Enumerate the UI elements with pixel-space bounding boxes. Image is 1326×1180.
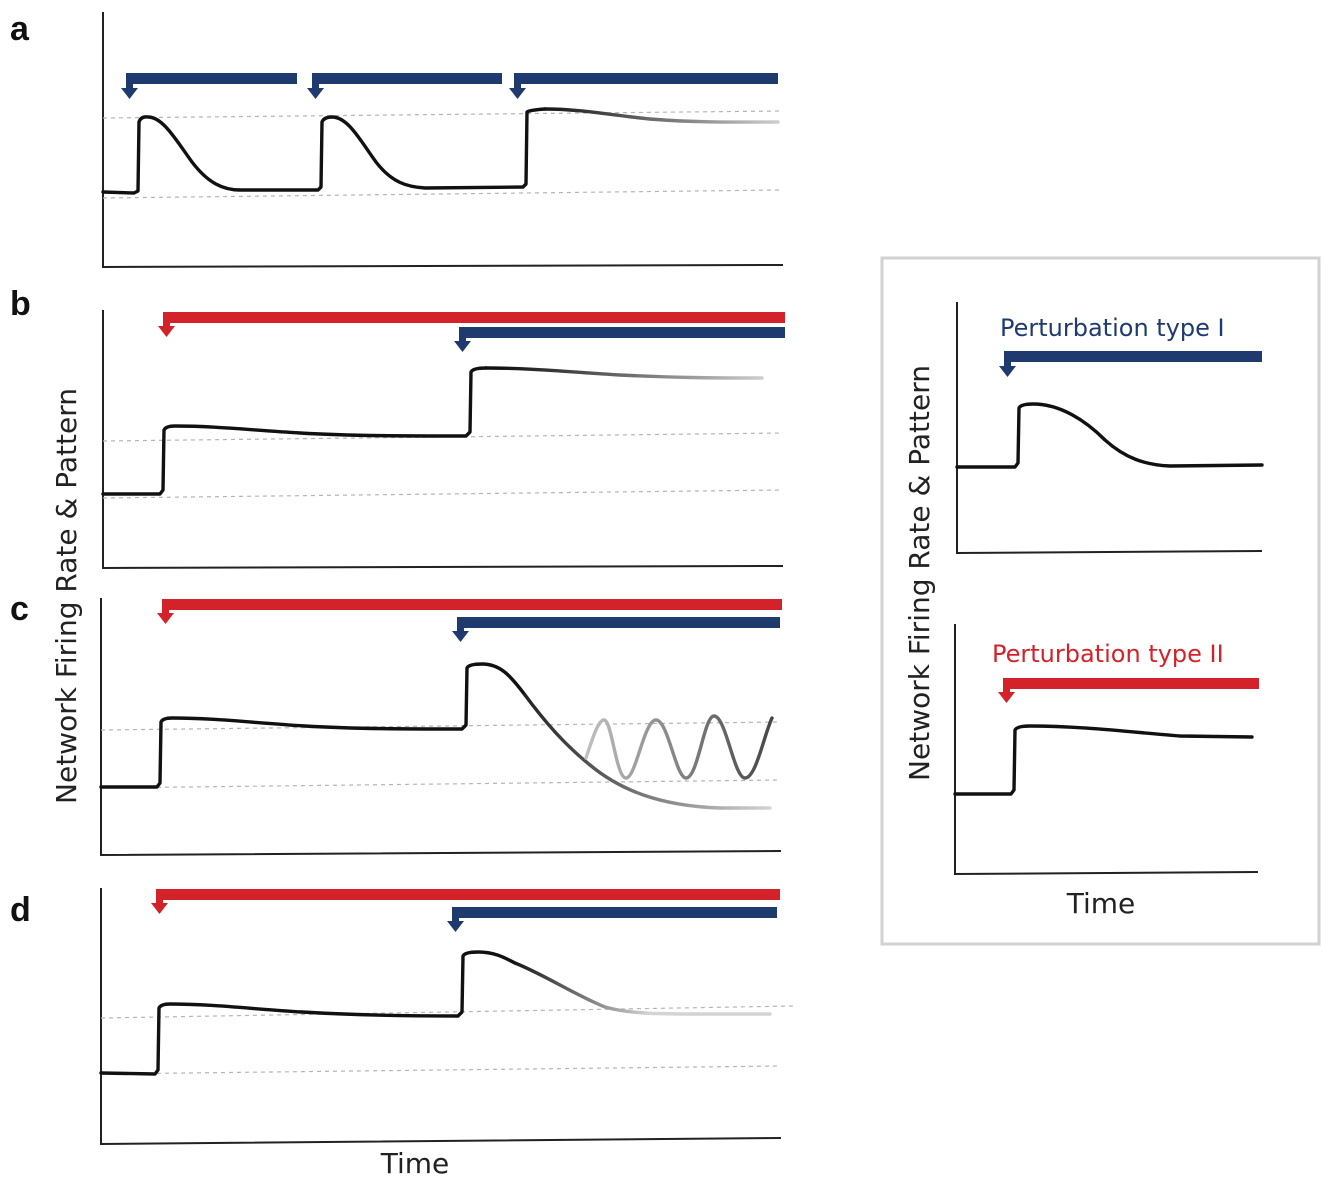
panel-d: d [10,888,794,1146]
type-i-arrow [509,73,778,99]
legend-type-i-arrow [999,351,1262,377]
legend-x-axis-label: Time [1066,887,1136,920]
trace-b [101,366,488,496]
legend-type-i-label: Perturbation type I [1000,314,1225,342]
trace-c-oscillation [584,714,774,780]
type-i-arrow [121,73,297,99]
trace-c [99,662,527,789]
legend-y-axis-label: Network Firing Rate & Pattern [903,365,936,781]
panel-letter-c: c [10,590,29,628]
panel-d-guides [100,1005,794,1075]
type-ii-arrow [157,599,782,624]
legend-type-ii-arrow [998,678,1259,703]
trace-b-fade [484,366,764,380]
legend-type-ii-axes [954,624,1259,876]
panel-c: c [10,590,782,857]
trace-c-decay [523,693,772,810]
trace-a-fade [543,107,780,124]
legend-type-i: Perturbation type I [955,302,1264,555]
legend-type-i-axes [956,302,1263,555]
panel-letter-b: b [10,285,31,323]
type-i-arrow [454,327,785,352]
legend-type-ii: Perturbation type II [953,624,1259,876]
panel-a-guides [102,110,781,199]
legend-box: Perturbation type I Perturbation type II… [880,256,1321,946]
trace-d-fade [513,961,772,1016]
type-i-arrow [452,617,780,642]
panel-letter-d: d [10,891,31,929]
panel-a-axes [102,12,784,269]
x-axis-label: Time [380,1147,450,1180]
panel-letter-a: a [10,10,30,48]
legend-type-ii-label: Perturbation type II [992,640,1224,668]
panel-c-axes [100,598,782,857]
type-ii-arrow [151,889,780,914]
type-i-arrow [447,907,777,932]
panel-b-guides [102,432,784,499]
panel-c-guides [100,721,782,789]
type-ii-arrow [158,312,785,337]
trace-d [99,950,517,1076]
legend-type-ii-trace [953,724,1254,796]
legend-type-i-trace [955,402,1264,469]
type-i-arrow [307,73,502,99]
y-axis-label: Network Firing Rate & Pattern [50,388,83,804]
panel-b-axes [102,310,784,570]
panel-b: b [10,285,785,570]
panel-a: a [10,10,784,269]
trace-a [101,107,547,195]
panel-d-axes [100,888,782,1146]
